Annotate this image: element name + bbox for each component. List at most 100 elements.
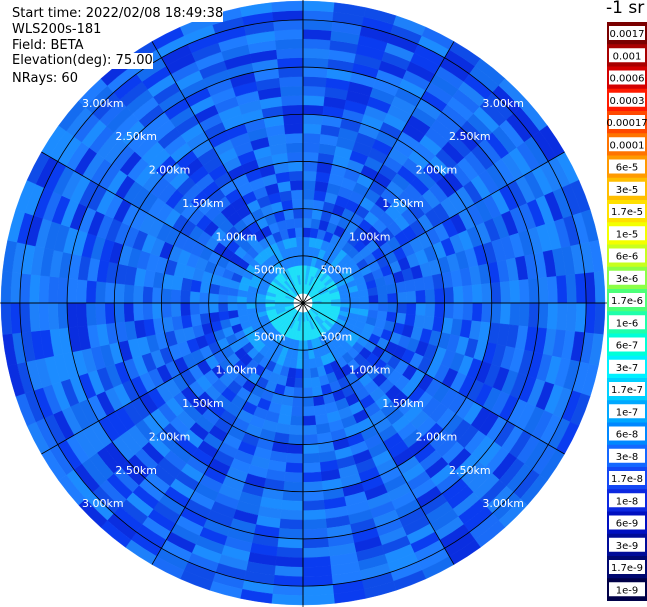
data-cell [368,294,379,304]
colorbar-tick-label: 3e-8 [616,452,639,463]
data-cell [198,302,210,315]
data-cell [281,95,304,107]
data-cell [434,302,445,319]
data-cell [509,280,521,304]
colorbar-label-bg [609,404,645,419]
colorbar-tick-label: 0.0017 [610,29,645,40]
range-ring-label: 2.50km [115,130,157,143]
spoke [302,302,455,565]
range-ring-label: 1.00km [215,230,257,243]
data-cell [132,302,144,321]
data-cell [302,377,313,389]
data-cell [452,286,464,304]
data-cell [396,302,408,315]
data-cell [294,368,304,379]
data-cell [76,279,88,304]
data-cell [47,276,60,304]
data-cell [302,180,317,191]
range-ring-label: 2.00km [416,430,458,443]
colorbar-tick-label: 6e-8 [616,430,639,441]
colorbar-label-bg [609,582,645,597]
data-cell [302,481,323,492]
data-cell [66,302,78,328]
data-cell [302,556,331,568]
data-cell [85,280,97,304]
data-cell [285,462,304,474]
data-cell [302,161,319,172]
data-cell [290,189,304,200]
data-cell [47,302,60,330]
colorbar-label-bg [609,448,645,463]
range-ring-label: 1.50km [182,397,224,410]
data-cell [302,406,316,417]
data-cell [302,574,333,587]
range-ring-label: 3.00km [82,497,124,510]
data-cell [291,198,304,210]
range-ring-label: 2.50km [115,464,157,477]
data-cell [406,290,417,304]
range-ring-label: 2.00km [149,430,191,443]
colorbar-label-bg [609,204,645,218]
data-cell [161,302,172,319]
data-cell [302,38,331,50]
spoke [302,151,565,304]
data-cell [574,302,587,333]
data-cell [490,302,502,324]
data-cell [302,452,320,464]
data-cell [76,302,88,327]
colorbar-tick-label: 1.7e-5 [611,207,643,218]
spoke [151,41,304,304]
data-cell [310,376,321,388]
colorbar-label-bg [609,115,645,129]
data-cell [302,546,330,559]
range-ring-label: 1.00km [349,364,391,377]
data-cell [302,76,327,88]
colorbar-label-bg [609,181,645,196]
range-ring-label: 1.50km [182,197,224,210]
data-cell [302,359,311,370]
data-cell [359,302,370,311]
range-ring-label: 500m [254,264,286,277]
colorbar-tick-label: 1.7e-6 [611,296,643,307]
data-cell [302,198,315,210]
colorbar-tick-label: 3e-5 [616,185,639,196]
data-cell [280,509,304,521]
colorbar-label-bg [609,337,645,352]
data-cell [565,274,577,304]
data-cell [289,415,304,426]
colorbar-tick-label: 3e-6 [616,274,639,285]
colorbar-label-bg [609,493,645,508]
range-ring-labels: 500m 500m 500m 500m 1.00km 1.00km 1.00km 1.00km… [82,97,524,510]
data-cell [490,282,502,304]
data-cell [0,271,13,304]
data-cell [528,302,540,328]
data-cell [282,104,304,116]
data-cell [292,208,304,219]
data-cell [170,288,182,304]
data-cell [273,19,304,32]
data-cell [302,114,323,125]
data-cell [302,236,311,247]
data-cell [302,95,325,107]
data-cell [170,302,182,318]
data-cell [302,170,318,182]
data-cell [198,291,210,304]
range-ring-label: 2.00km [416,164,458,177]
data-cell [217,302,229,313]
data-cell [556,302,568,331]
colorbar-label-bg [609,426,645,441]
data-cell [151,302,163,320]
range-ring-label: 3.00km [482,97,524,110]
colorbar-label-bg [609,471,645,485]
data-cell [302,443,320,455]
data-cell [546,302,559,330]
colorbar-tick-label: 1e-6 [616,318,639,329]
data-cell [283,481,304,492]
colorbar-title: -1 sr [606,0,645,18]
colorbar-label-bg [609,382,645,396]
data-cell [294,227,304,238]
data-cell [95,302,107,325]
colorbar-label-bg [609,560,645,574]
range-ring-label: 2.50km [449,130,491,143]
